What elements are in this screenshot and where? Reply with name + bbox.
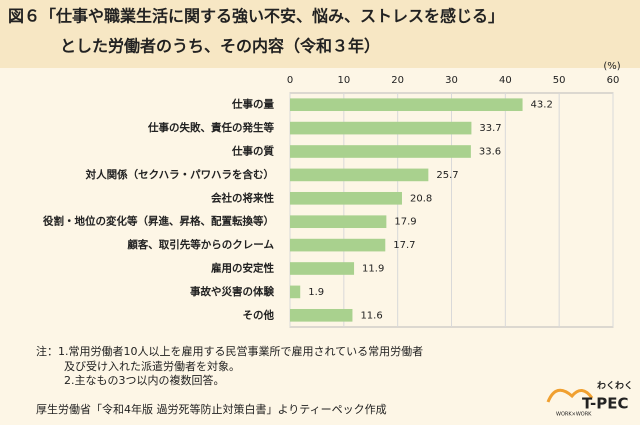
value-label: 25.7 <box>436 170 458 181</box>
value-label: 20.8 <box>410 193 432 204</box>
x-tick-label: 60 <box>607 75 620 86</box>
chart-title: 図６「仕事や職業生活に関する強い不安、悩み、ストレスを感じる」 <box>8 7 504 26</box>
bar <box>290 145 471 158</box>
value-label: 17.9 <box>394 217 416 228</box>
bar <box>290 238 386 252</box>
bar <box>290 168 429 182</box>
note: 2.主なもの3つ以内の複数回答。 <box>64 373 225 387</box>
logo-text: WORK×WORK <box>556 412 592 418</box>
y-tick-label: 会社の将来性 <box>211 191 274 204</box>
title-band <box>0 0 640 68</box>
y-tick-label: 役割・地位の変化等（昇進、昇格、配置転換等） <box>42 215 274 228</box>
source: 厚生労働省「令和4年版 過労死等防止対策白書」よりティーペック作成 <box>36 402 387 416</box>
bar <box>290 285 301 299</box>
y-tick-label: 事故や災害の体験 <box>190 285 274 298</box>
y-tick-label: 雇用の安定性 <box>211 262 274 275</box>
y-tick-label: 仕事の質 <box>231 145 274 158</box>
x-tick-label: 50 <box>553 75 566 86</box>
x-tick-label: 0 <box>287 75 293 86</box>
value-label: 33.6 <box>479 147 501 158</box>
chart-title: とした労働者のうち、その内容（令和３年） <box>60 37 380 56</box>
value-label: 43.2 <box>531 100 553 111</box>
x-tick-label: 40 <box>499 75 512 86</box>
logo: わくわく T-PEC WORK×WORK <box>546 381 633 418</box>
logo-icon <box>546 388 594 403</box>
bar <box>290 191 402 205</box>
x-tick-label: 10 <box>337 75 350 86</box>
unit-label: (%) <box>603 61 620 72</box>
logo-text: T-PEC <box>582 395 629 413</box>
y-tick-label: その他 <box>243 308 275 321</box>
bar <box>290 121 472 135</box>
note: 及び受け入れた派遣労働者を対象。 <box>64 359 240 373</box>
x-tick-label: 30 <box>445 75 458 86</box>
value-label: 11.6 <box>360 310 382 321</box>
y-tick-label: 仕事の量 <box>231 98 274 111</box>
bar <box>290 262 355 275</box>
value-label: 17.7 <box>393 240 415 251</box>
logo-text: わくわく <box>597 381 633 392</box>
y-tick-label: 仕事の失敗、責任の発生等 <box>147 121 274 134</box>
bar <box>290 98 523 112</box>
value-label: 33.7 <box>479 123 501 134</box>
value-label: 11.9 <box>362 264 384 275</box>
y-tick-label: 対人関係（セクハラ・パワハラを含む） <box>85 168 274 181</box>
value-label: 1.9 <box>308 287 324 298</box>
y-tick-label: 顧客、取引先等からのクレーム <box>127 238 274 251</box>
bar <box>290 308 353 322</box>
bar <box>290 215 387 229</box>
x-tick-label: 20 <box>391 75 404 86</box>
note: 注：1.常用労働者10人以上を雇用する民営事業所で雇用されている常用労働者 <box>36 344 423 358</box>
